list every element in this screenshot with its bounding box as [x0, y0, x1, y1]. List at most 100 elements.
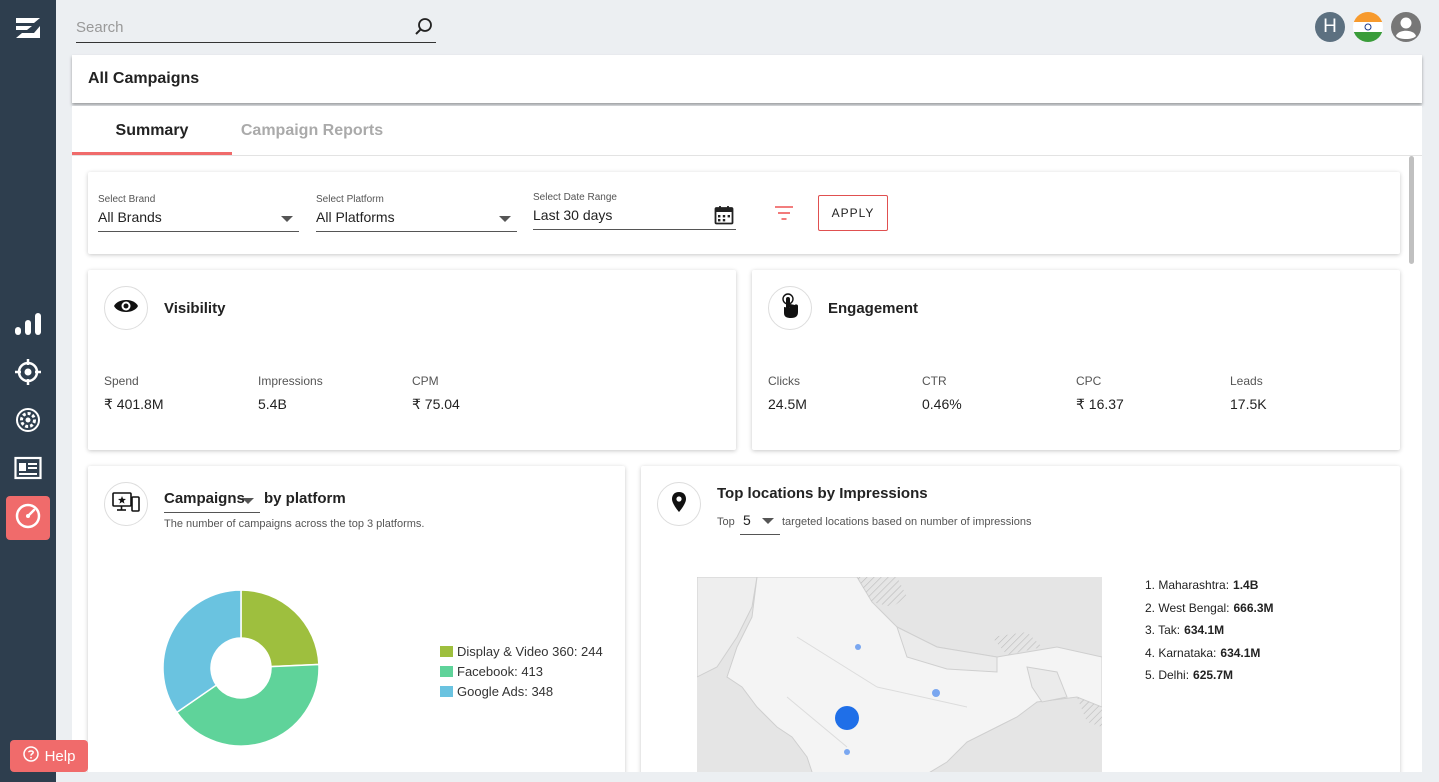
pointer-hand-icon — [779, 292, 801, 324]
location-name: 4. Karnataka: — [1145, 645, 1217, 660]
location-marker-delhi — [855, 644, 861, 650]
filter-icon[interactable] — [774, 205, 794, 226]
donut-chart — [162, 589, 320, 747]
page-title: All Campaigns — [88, 70, 200, 87]
donut-slice-google-ads[interactable] — [162, 589, 242, 714]
legend-swatch — [440, 665, 453, 677]
date-range-filter[interactable]: Select Date Range Last 30 days — [533, 192, 736, 230]
metric-ctr: CTR 0.46% — [922, 374, 962, 412]
brand-filter[interactable]: Select Brand All Brands — [98, 194, 299, 232]
nav-targeting[interactable] — [6, 352, 50, 396]
india-flag-icon[interactable] — [1353, 12, 1383, 42]
campaigns-metric-select[interactable]: Campaigns — [164, 490, 260, 513]
engagement-icon-wrap — [768, 286, 812, 330]
location-name: 2. West Bengal: — [1145, 600, 1230, 615]
help-label: Help — [44, 747, 76, 765]
search-input[interactable] — [76, 14, 396, 40]
location-value: 634.1M — [1184, 623, 1225, 638]
location-item: 3. Tak: 634.1M — [1145, 619, 1274, 642]
engagement-card: Engagement Clicks 24.5M CTR 0.46% CPC ₹ … — [752, 270, 1400, 450]
user-initial-avatar[interactable]: H — [1315, 12, 1345, 42]
metric-leads: Leads 17.5K — [1230, 374, 1267, 412]
calendar-icon[interactable] — [714, 205, 734, 228]
metric-label: Clicks — [768, 374, 800, 388]
campaigns-metric-value: Campaigns — [164, 490, 245, 507]
metric-value: 24.5M — [768, 396, 807, 412]
caret-down-icon — [499, 216, 511, 222]
location-item: 4. Karnataka: 634.1M — [1145, 642, 1274, 665]
top-right-icons: H — [1315, 12, 1421, 47]
nav-reports[interactable] — [6, 448, 50, 492]
caret-down-icon — [762, 518, 774, 524]
locations-count-select[interactable]: 5 — [740, 512, 780, 535]
apply-button[interactable]: APPLY — [818, 195, 888, 231]
speedometer-icon — [14, 502, 42, 535]
metric-value: 5.4B — [258, 396, 287, 412]
campaigns-by-platform-card: Campaigns by platform The number of camp… — [88, 466, 625, 772]
locations-title: Top locations by Impressions — [717, 485, 928, 502]
locations-list: 1. Maharashtra: 1.4B 2. West Bengal: 666.3… — [1145, 574, 1274, 687]
campaigns-title-suffix: by platform — [264, 490, 346, 507]
location-marker-west-bengal — [932, 689, 940, 697]
help-button[interactable]: Help — [10, 740, 88, 772]
tab-bar: Summary Campaign Reports — [72, 106, 1422, 156]
tab-campaign-reports[interactable]: Campaign Reports — [240, 121, 384, 139]
metric-label: Leads — [1230, 374, 1263, 388]
location-name: 3. Tak: — [1145, 623, 1181, 638]
metric-cpm: CPM ₹ 75.04 — [412, 374, 460, 413]
platform-select[interactable]: All Platforms — [316, 209, 517, 232]
metric-cpc: CPC ₹ 16.37 — [1076, 374, 1124, 413]
nav-settings[interactable] — [6, 400, 50, 444]
metric-value: 0.46% — [922, 396, 962, 412]
india-map[interactable] — [697, 577, 1102, 772]
crosshair-icon — [15, 358, 41, 390]
campaigns-description: The number of campaigns across the top 3… — [164, 518, 425, 530]
date-range-value: Last 30 days — [533, 207, 613, 223]
metric-label: CTR — [922, 374, 947, 388]
platform-filter-label: Select Platform — [316, 194, 384, 205]
scrollbar[interactable] — [1409, 156, 1414, 264]
location-marker-karnataka — [844, 749, 850, 755]
location-marker-maharashtra — [835, 706, 859, 730]
search-icon[interactable] — [414, 17, 434, 42]
legend-item[interactable]: Facebook: 413 — [440, 661, 603, 681]
top-locations-card: Top locations by Impressions Top 5 targe… — [641, 466, 1400, 772]
platform-filter[interactable]: Select Platform All Platforms — [316, 194, 517, 232]
location-value: 625.7M — [1193, 668, 1234, 683]
location-item: 5. Delhi: 625.7M — [1145, 664, 1274, 687]
bottom-strip — [72, 772, 1422, 782]
locations-prefix: Top — [717, 516, 735, 528]
location-value: 1.4B — [1233, 578, 1259, 593]
date-range-input[interactable]: Last 30 days — [533, 205, 736, 230]
location-icon-wrap — [657, 482, 701, 526]
visibility-title: Visibility — [164, 300, 226, 317]
nav-dashboard[interactable] — [6, 496, 50, 540]
donut-slice-facebook[interactable] — [175, 663, 320, 747]
visibility-icon-wrap — [104, 286, 148, 330]
metric-impressions: Impressions 5.4B — [258, 374, 323, 412]
brand-select[interactable]: All Brands — [98, 209, 299, 232]
metric-label: CPM — [412, 374, 439, 388]
account-icon[interactable] — [1391, 12, 1421, 47]
metric-value: ₹ 75.04 — [412, 396, 460, 412]
legend-swatch — [440, 685, 453, 697]
metric-value: ₹ 16.37 — [1076, 396, 1124, 412]
devices-icon — [112, 491, 140, 518]
user-initial: H — [1323, 16, 1337, 37]
locations-count-value: 5 — [743, 512, 751, 528]
donut-slice-display-video-360[interactable] — [240, 589, 320, 668]
metric-spend: Spend ₹ 401.8M — [104, 374, 164, 413]
brand-select-value: All Brands — [98, 209, 162, 225]
metric-value: ₹ 401.8M — [104, 396, 164, 412]
tab-summary[interactable]: Summary — [72, 106, 232, 155]
legend-item[interactable]: Google Ads: 348 — [440, 681, 603, 701]
gear-icon — [15, 407, 41, 438]
page-header: All Campaigns — [72, 55, 1422, 103]
legend-item[interactable]: Display & Video 360: 244 — [440, 641, 603, 661]
app-logo[interactable] — [14, 14, 42, 42]
nav-analytics[interactable] — [6, 304, 50, 348]
legend-label: Google Ads: 348 — [457, 683, 554, 699]
location-value: 666.3M — [1233, 600, 1274, 615]
caret-down-icon — [242, 498, 254, 504]
date-range-label: Select Date Range — [533, 192, 617, 203]
